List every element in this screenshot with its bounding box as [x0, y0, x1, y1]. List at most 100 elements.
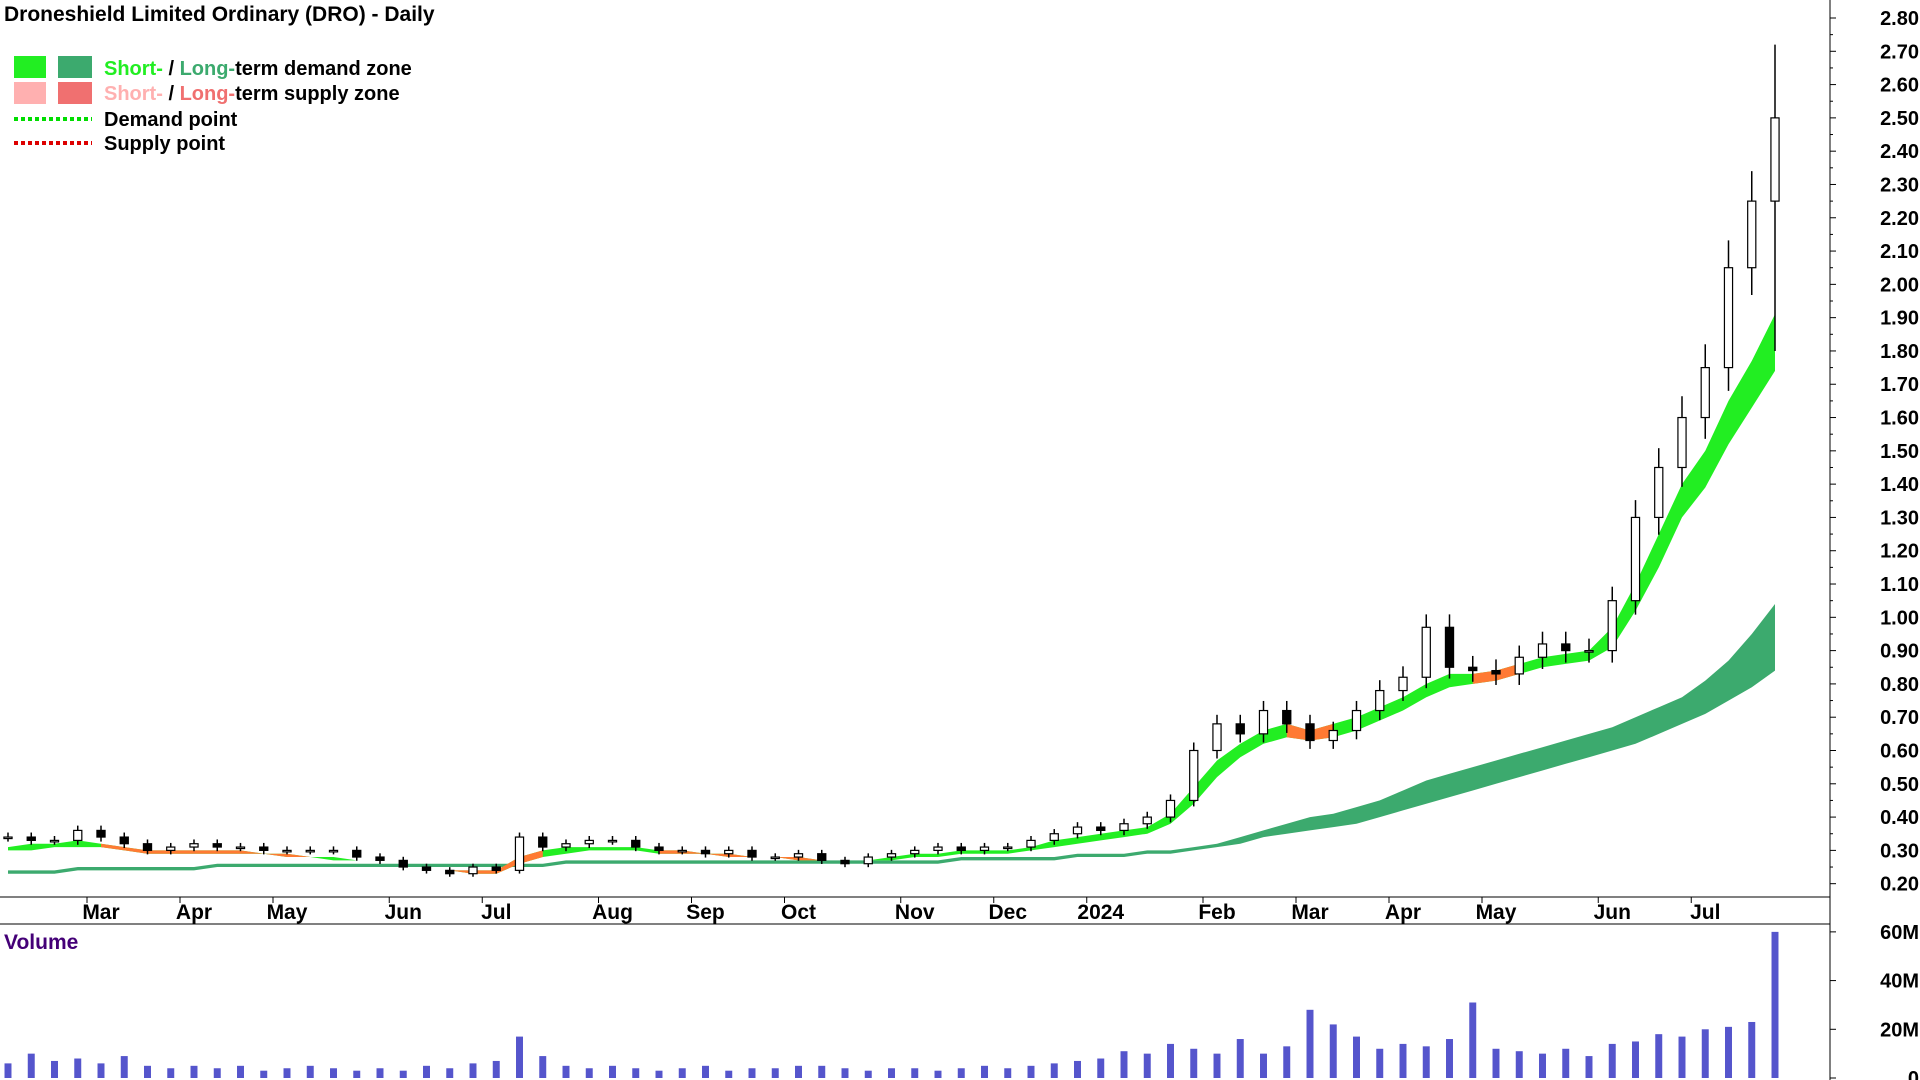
volume-bar	[74, 1058, 82, 1078]
candle-body	[142, 843, 153, 851]
volume-bar	[934, 1070, 942, 1078]
volume-bar	[702, 1065, 709, 1078]
candle-body	[1747, 200, 1757, 269]
volume-bar	[818, 1065, 826, 1078]
candle-body	[26, 836, 36, 841]
volume-bar	[1492, 1048, 1500, 1078]
y-tick-label: 1.10	[1880, 574, 1919, 596]
candle-body	[1421, 626, 1431, 678]
candle-body	[1305, 723, 1315, 742]
candle-body	[1537, 643, 1548, 658]
long-term-demand-zone	[8, 604, 1775, 874]
candle-body	[607, 839, 618, 843]
volume-bar	[1725, 1026, 1732, 1078]
candle-body	[1491, 669, 1501, 675]
volume-bar	[1376, 1048, 1384, 1078]
candle-body	[1723, 267, 1734, 369]
candle-body	[654, 846, 664, 851]
x-tick-label: Apr	[176, 901, 212, 924]
volume-bar	[1074, 1060, 1081, 1078]
volume-bar	[1632, 1041, 1639, 1078]
candle-body	[491, 866, 501, 871]
volume-bar	[795, 1065, 802, 1078]
candle-body	[1003, 846, 1013, 850]
y-tick-label: 1.20	[1880, 541, 1919, 563]
volume-bar	[190, 1065, 198, 1078]
candle-body	[73, 829, 83, 841]
legend-supply-zone: Short- / Long-term supply zone	[104, 83, 400, 105]
volume-bar	[1190, 1048, 1198, 1078]
legend-swatch-short-supply	[14, 82, 46, 104]
volume-bar	[1422, 1046, 1430, 1078]
x-tick-label: Oct	[781, 901, 816, 924]
candle-body	[1700, 366, 1710, 419]
candle-body	[1630, 516, 1641, 602]
candle-body	[1398, 676, 1408, 692]
x-tick-label: Nov	[895, 901, 935, 924]
legend-demand-long: Long-	[180, 58, 236, 80]
candle-body	[445, 869, 455, 875]
candle-body	[1514, 656, 1524, 675]
y-tick-label: 2.40	[1880, 141, 1919, 163]
y-tick-label: 1.50	[1880, 441, 1919, 463]
y-tick-label: 0.90	[1880, 641, 1919, 663]
candle-body	[886, 853, 897, 858]
volume-bar	[353, 1070, 361, 1078]
candle-body	[1654, 466, 1664, 519]
volume-bar	[725, 1070, 733, 1078]
candle-body	[631, 839, 641, 848]
chart-title: Droneshield Limited Ordinary (DRO) - Dai…	[4, 3, 435, 26]
volume-bar	[1050, 1063, 1058, 1078]
volume-bar	[1748, 1021, 1756, 1078]
candle-body	[863, 856, 873, 865]
volume-bar	[1027, 1065, 1035, 1078]
legend-swatch-long-supply	[58, 82, 92, 104]
volume-bar	[655, 1070, 663, 1078]
volume-bar	[167, 1068, 175, 1078]
volume-bar	[1167, 1043, 1174, 1078]
x-tick-label: Jul	[1690, 901, 1720, 924]
volume-bar	[1120, 1051, 1128, 1078]
candle-body	[1212, 723, 1222, 752]
candle-body	[1282, 709, 1292, 725]
legend-supply-point: Supply point	[104, 133, 225, 155]
volume-bar	[1539, 1053, 1546, 1078]
candle-body	[235, 846, 246, 850]
candle-body	[96, 829, 106, 838]
candle-body	[1235, 723, 1245, 735]
x-tick-label: Aug	[592, 901, 633, 924]
candle-body	[468, 866, 478, 875]
candle-body	[840, 859, 850, 865]
volume-bar	[144, 1065, 151, 1078]
volume-tick-label: 20M	[1880, 1019, 1919, 1041]
candle-body	[166, 846, 176, 851]
volume-bar	[864, 1070, 872, 1078]
volume-tick-label: 0	[1908, 1068, 1919, 1080]
candles-layer	[3, 44, 1780, 877]
candle-body	[817, 853, 827, 861]
candle-body	[259, 846, 269, 851]
candle-body	[1072, 826, 1083, 835]
volume-bar	[1562, 1048, 1570, 1078]
candle-body	[677, 849, 687, 853]
x-tick-label: 2024	[1077, 901, 1124, 924]
volume-bar	[376, 1068, 384, 1078]
x-tick-label: Sep	[686, 901, 725, 924]
volume-bar	[1585, 1056, 1593, 1078]
legend-supply-short: Short-	[104, 83, 163, 105]
candle-body	[1770, 117, 1780, 202]
volume-label: Volume	[4, 931, 78, 954]
volume-bar	[1283, 1046, 1291, 1078]
volume-bar	[27, 1053, 35, 1078]
volume-tick-label: 60M	[1880, 922, 1919, 944]
y-tick-label: 1.30	[1880, 507, 1919, 529]
volume-bar	[609, 1065, 616, 1078]
x-tick-label: Jul	[481, 901, 511, 924]
volume-bar	[1004, 1068, 1012, 1078]
candle-body	[770, 856, 780, 860]
volume-bar	[260, 1070, 268, 1078]
candle-body	[282, 849, 292, 853]
candle-body	[421, 866, 432, 871]
y-tick-label: 0.30	[1880, 840, 1919, 862]
candle-body	[1189, 749, 1199, 802]
